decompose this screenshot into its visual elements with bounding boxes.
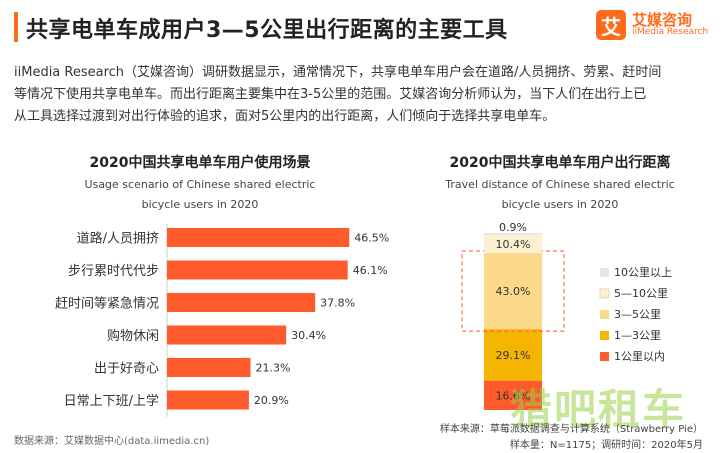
legend-label: 1公里以内 bbox=[614, 349, 665, 363]
usage-chart-title: 2020中国共享电单车用户使用场景 bbox=[89, 155, 311, 171]
page-title: 共享电单车成用户3—5公里出行距离的主要工具 bbox=[26, 18, 508, 43]
usage-bar bbox=[167, 325, 287, 345]
distance-segment bbox=[484, 233, 542, 235]
legend-label: 1—3公里 bbox=[614, 329, 661, 342]
distance-chart-subtitle-2: bicycle users in 2020 bbox=[501, 198, 619, 211]
legend-swatch bbox=[599, 288, 610, 299]
legend-label: 3—5公里 bbox=[614, 308, 661, 321]
logo-name-en: iiMedia Research bbox=[632, 27, 709, 38]
brand-logo: 艾 艾媒咨询 iiMedia Research bbox=[596, 10, 708, 40]
usage-value-label: 46.1% bbox=[353, 264, 388, 277]
usage-bar bbox=[167, 293, 316, 312]
distance-segment bbox=[484, 234, 542, 254]
intro-line-2: 等情况下使用共享电单车。而出行距离主要集中在3-5公里的范围。艾媒咨询分析师认为… bbox=[14, 87, 647, 102]
usage-value-label: 20.9% bbox=[254, 394, 289, 407]
usage-bar bbox=[167, 260, 348, 280]
logo-name-cn: 艾媒咨询 bbox=[632, 10, 693, 29]
watermark-text: 猎吧租车 bbox=[510, 385, 687, 434]
intro-line-1: iiMedia Research（艾媒咨询）调研数据显示，通常情况下，共享电单车… bbox=[14, 65, 662, 80]
intro-paragraph: iiMedia Research（艾媒咨询）调研数据显示，通常情况下，共享电单车… bbox=[14, 62, 714, 128]
usage-chart-subtitle-2: bicycle users in 2020 bbox=[141, 198, 259, 211]
legend-swatch bbox=[600, 268, 609, 277]
usage-value-label: 30.4% bbox=[291, 329, 326, 342]
usage-category-label: 道路/人员拥挤 bbox=[77, 231, 159, 247]
intro-line-3: 从工具选择过渡到对出行体验的追求，面对5公里内的出行距离，人们倾向于选择共享电单… bbox=[14, 109, 556, 124]
usage-category-label: 出于好奇心 bbox=[94, 361, 159, 377]
legend-swatch bbox=[600, 310, 609, 319]
legend-swatch bbox=[600, 331, 609, 340]
distance-segment bbox=[484, 329, 542, 381]
legend-swatch bbox=[600, 352, 609, 361]
usage-value-label: 46.5% bbox=[354, 232, 389, 245]
distance-chart-title: 2020中国共享电单车用户出行距离 bbox=[449, 155, 671, 171]
usage-bar bbox=[167, 228, 350, 247]
distance-value-label: 16.6% bbox=[496, 389, 531, 402]
usage-bar bbox=[167, 358, 251, 377]
usage-category-label: 购物休闲 bbox=[107, 328, 159, 344]
legend-label: 10公里以上 bbox=[614, 266, 672, 279]
usage-value-label: 37.8% bbox=[320, 297, 355, 310]
logo-mark-icon: 艾 bbox=[596, 10, 626, 40]
distance-value-label: 29.1% bbox=[496, 349, 531, 362]
distance-chart-subtitle-1: Travel distance of Chinese shared electr… bbox=[445, 178, 675, 191]
usage-value-label: 21.3% bbox=[255, 362, 290, 375]
distance-segment bbox=[484, 253, 542, 330]
usage-category-label: 步行累时代代步 bbox=[68, 264, 159, 279]
legend-label: 5—10公里 bbox=[614, 287, 668, 300]
usage-bar bbox=[167, 390, 249, 410]
title-accent-bar bbox=[14, 12, 18, 42]
distance-segment bbox=[484, 380, 542, 410]
data-source: 数据来源：艾媒数据中心(data.iimedia.cn) bbox=[14, 436, 210, 447]
distance-value-label: 10.4% bbox=[496, 238, 531, 251]
sample-size: 样本量：N=1175；调研时间：2020年5月 bbox=[509, 440, 703, 451]
usage-category-label: 赶时间等紧急情况 bbox=[55, 296, 159, 312]
usage-category-label: 日常上下班/上学 bbox=[64, 393, 159, 409]
sample-source: 样本来源：草莓派数据调查与计算系统（Strawberry Pie） bbox=[439, 424, 703, 435]
distance-value-label: 43.0% bbox=[496, 285, 531, 298]
distance-value-label: 0.9% bbox=[499, 221, 527, 234]
usage-chart-subtitle-1: Usage scenario of Chinese shared electri… bbox=[84, 178, 316, 191]
